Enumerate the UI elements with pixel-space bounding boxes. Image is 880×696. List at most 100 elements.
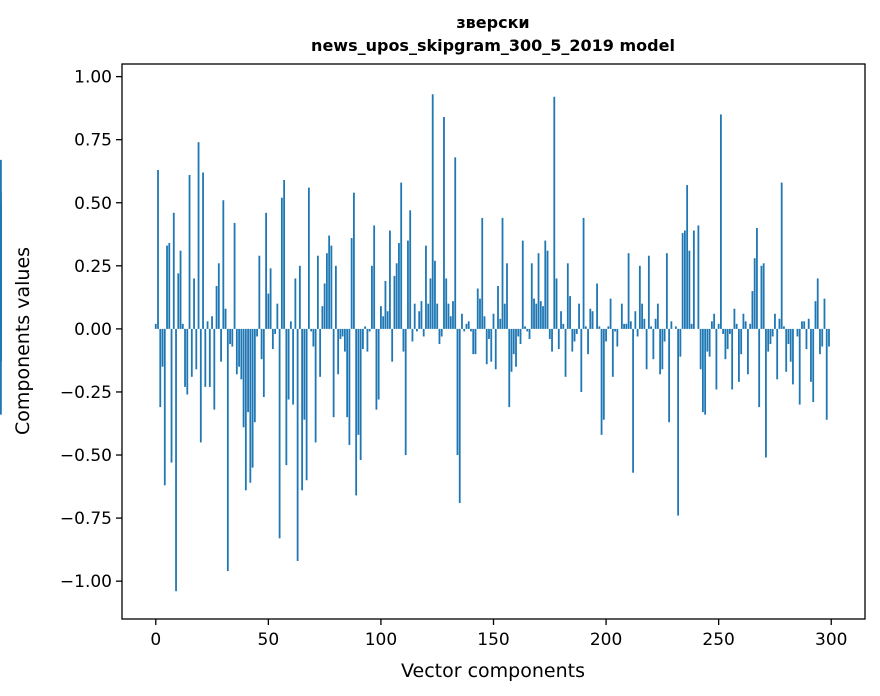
bar bbox=[638, 265, 641, 329]
bar bbox=[562, 323, 565, 329]
bar bbox=[413, 303, 416, 329]
bar bbox=[154, 323, 157, 329]
bar bbox=[535, 303, 538, 329]
bar bbox=[348, 328, 351, 445]
bar bbox=[0, 328, 2, 415]
bar bbox=[332, 328, 335, 418]
bar bbox=[292, 328, 295, 405]
bar bbox=[233, 222, 236, 329]
bar bbox=[681, 233, 684, 329]
bar bbox=[814, 301, 817, 329]
bar bbox=[355, 328, 358, 496]
bar bbox=[744, 321, 747, 329]
bar bbox=[267, 293, 270, 329]
bar bbox=[492, 313, 495, 329]
bar bbox=[395, 263, 398, 329]
bar bbox=[337, 328, 340, 375]
bar bbox=[515, 328, 517, 367]
bar bbox=[380, 306, 382, 329]
bar bbox=[244, 328, 247, 491]
bar bbox=[226, 328, 229, 572]
bar bbox=[240, 328, 243, 380]
bar bbox=[445, 278, 448, 329]
bar bbox=[539, 301, 542, 329]
bar bbox=[253, 328, 256, 423]
x-tick-label: 150 bbox=[477, 630, 509, 650]
bar bbox=[411, 328, 414, 342]
bar bbox=[483, 316, 486, 329]
bar bbox=[393, 275, 396, 329]
bar bbox=[357, 328, 360, 435]
bar bbox=[569, 296, 571, 329]
bar bbox=[803, 321, 806, 329]
bar bbox=[476, 288, 479, 329]
bar bbox=[296, 328, 299, 561]
bar bbox=[530, 263, 533, 329]
bar bbox=[470, 328, 472, 332]
bar bbox=[692, 230, 695, 329]
bar bbox=[544, 240, 547, 329]
bar bbox=[316, 255, 319, 329]
bar bbox=[740, 328, 743, 355]
bar bbox=[596, 283, 598, 329]
bar bbox=[634, 311, 637, 329]
bar bbox=[488, 328, 490, 339]
bar bbox=[479, 298, 481, 329]
bar bbox=[416, 328, 418, 332]
bar bbox=[512, 328, 515, 355]
bar bbox=[181, 323, 184, 329]
bar bbox=[341, 328, 344, 337]
bar bbox=[731, 328, 734, 390]
bar bbox=[706, 328, 709, 352]
bar bbox=[242, 328, 245, 428]
bar bbox=[758, 328, 761, 408]
bar bbox=[762, 263, 765, 329]
bar bbox=[749, 323, 752, 329]
x-tick-label: 250 bbox=[702, 630, 734, 650]
bar bbox=[616, 328, 619, 347]
bar bbox=[294, 278, 297, 329]
bar bbox=[213, 328, 216, 410]
bar bbox=[461, 313, 463, 329]
bar bbox=[438, 328, 441, 345]
bar bbox=[353, 192, 355, 329]
bar bbox=[490, 328, 493, 362]
bar bbox=[420, 301, 423, 329]
x-axis: 0 50 100 150 200 250 300 bbox=[150, 619, 847, 650]
bar bbox=[339, 328, 342, 339]
bar bbox=[238, 328, 240, 367]
bar bbox=[609, 298, 612, 329]
bar bbox=[690, 323, 693, 329]
bar bbox=[330, 245, 333, 329]
bar bbox=[195, 328, 198, 370]
bar bbox=[645, 328, 648, 370]
bar bbox=[474, 328, 477, 355]
bar bbox=[816, 278, 819, 329]
bar bbox=[654, 318, 657, 329]
bar bbox=[314, 328, 317, 443]
bar bbox=[519, 328, 522, 345]
bar bbox=[184, 328, 186, 387]
bar bbox=[560, 311, 562, 329]
bar bbox=[161, 328, 164, 367]
bar bbox=[652, 328, 655, 360]
bar bbox=[188, 175, 191, 329]
bar bbox=[769, 328, 772, 345]
bar bbox=[553, 96, 556, 329]
bar bbox=[454, 157, 457, 329]
bar bbox=[310, 328, 313, 332]
y-tick-label: 1.00 bbox=[74, 68, 112, 88]
bar bbox=[186, 328, 189, 395]
bar bbox=[697, 225, 700, 329]
bar bbox=[440, 328, 443, 337]
bar bbox=[467, 321, 470, 329]
bar bbox=[598, 326, 601, 329]
bar bbox=[436, 303, 439, 329]
bar bbox=[193, 278, 195, 329]
bar bbox=[334, 265, 337, 329]
bar bbox=[812, 328, 815, 403]
bar bbox=[229, 328, 231, 345]
bar bbox=[708, 328, 711, 357]
bar bbox=[747, 328, 749, 375]
bar bbox=[787, 328, 790, 345]
